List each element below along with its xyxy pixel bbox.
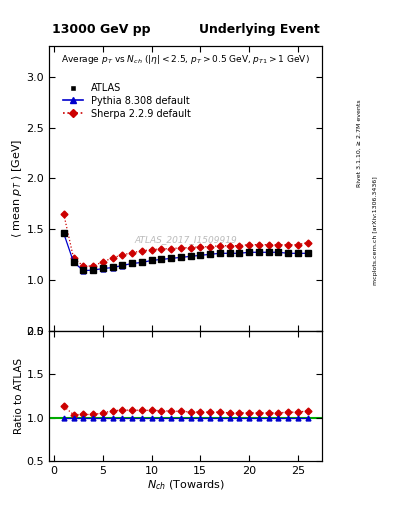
- X-axis label: $N_{ch}$ (Towards): $N_{ch}$ (Towards): [147, 478, 225, 492]
- Text: mcplots.cern.ch [arXiv:1306.3436]: mcplots.cern.ch [arXiv:1306.3436]: [373, 176, 378, 285]
- Text: Rivet 3.1.10, ≥ 2.7M events: Rivet 3.1.10, ≥ 2.7M events: [357, 99, 362, 187]
- Y-axis label: Ratio to ATLAS: Ratio to ATLAS: [14, 358, 24, 434]
- Text: ATLAS_2017_I1509919: ATLAS_2017_I1509919: [134, 236, 237, 244]
- Text: Average $p_T$ vs $N_{ch}$ ($|\eta| < 2.5$, $p_T > 0.5$ GeV, $p_{T1} > 1$ GeV): Average $p_T$ vs $N_{ch}$ ($|\eta| < 2.5…: [61, 53, 310, 66]
- Y-axis label: $\langle$ mean $p_T$ $\rangle$ [GeV]: $\langle$ mean $p_T$ $\rangle$ [GeV]: [10, 139, 24, 238]
- Legend: ATLAS, Pythia 8.308 default, Sherpa 2.2.9 default: ATLAS, Pythia 8.308 default, Sherpa 2.2.…: [59, 79, 194, 123]
- Text: Underlying Event: Underlying Event: [199, 23, 320, 36]
- Text: 13000 GeV pp: 13000 GeV pp: [52, 23, 151, 36]
